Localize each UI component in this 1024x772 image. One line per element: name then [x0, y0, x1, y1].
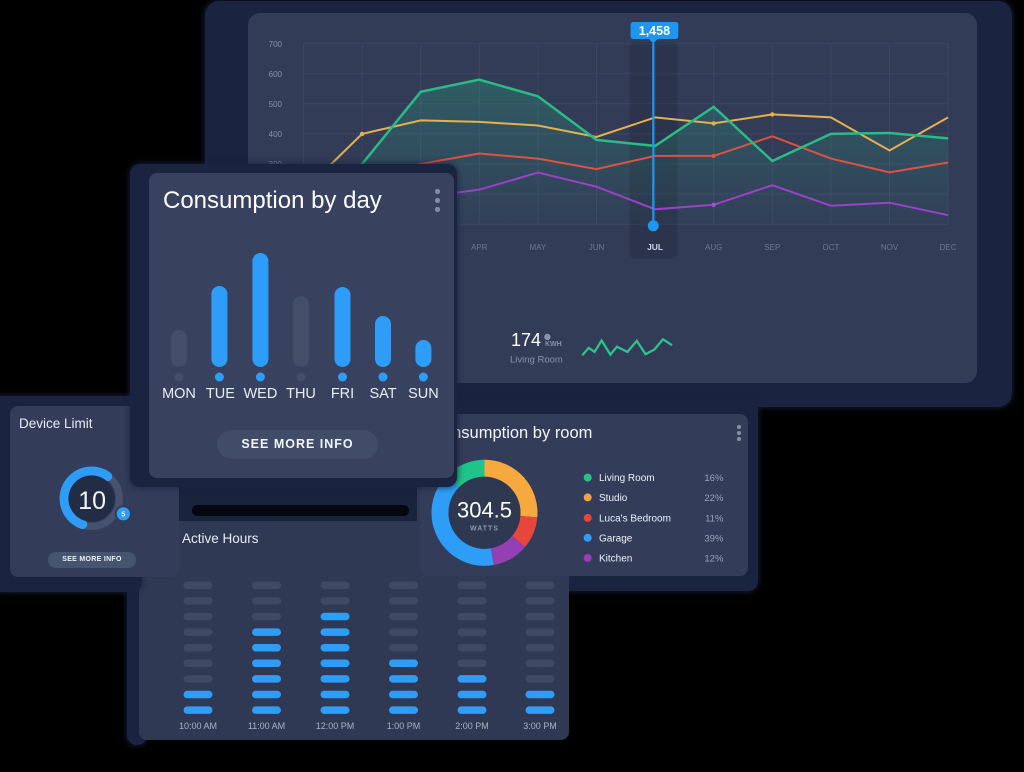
svg-text:12%: 12%	[704, 553, 724, 564]
svg-text:Studio: Studio	[599, 493, 628, 504]
svg-text:22%: 22%	[704, 493, 724, 504]
svg-text:Kitchen: Kitchen	[599, 553, 632, 564]
svg-text:Living Room: Living Room	[510, 355, 563, 366]
svg-text:JUN: JUN	[589, 243, 605, 252]
svg-text:KWH: KWH	[545, 341, 562, 348]
svg-text:OCT: OCT	[822, 243, 839, 252]
svg-text:DEC: DEC	[940, 243, 957, 252]
svg-text:WATTS: WATTS	[470, 526, 499, 533]
svg-text:11%: 11%	[705, 513, 724, 524]
svg-text:Luca's Bedroom: Luca's Bedroom	[599, 513, 671, 524]
svg-text:10: 10	[78, 487, 106, 515]
svg-text:16%: 16%	[704, 473, 724, 484]
svg-text:500: 500	[269, 100, 283, 109]
svg-text:600: 600	[269, 70, 283, 79]
svg-text:39%: 39%	[704, 533, 724, 544]
svg-text:Living Room: Living Room	[599, 473, 655, 484]
svg-text:Garage: Garage	[599, 533, 633, 544]
svg-text:700: 700	[269, 40, 283, 49]
svg-text:SEP: SEP	[764, 243, 780, 252]
svg-text:174: 174	[511, 330, 541, 350]
svg-text:304.5: 304.5	[457, 498, 512, 523]
svg-text:5: 5	[121, 511, 125, 518]
svg-text:APR: APR	[471, 243, 488, 252]
svg-text:400: 400	[269, 130, 283, 139]
svg-text:AUG: AUG	[705, 243, 722, 252]
svg-text:NOV: NOV	[881, 243, 899, 252]
svg-text:JUL: JUL	[647, 242, 663, 252]
svg-text:1,458: 1,458	[639, 24, 670, 38]
svg-text:MAY: MAY	[530, 243, 547, 252]
